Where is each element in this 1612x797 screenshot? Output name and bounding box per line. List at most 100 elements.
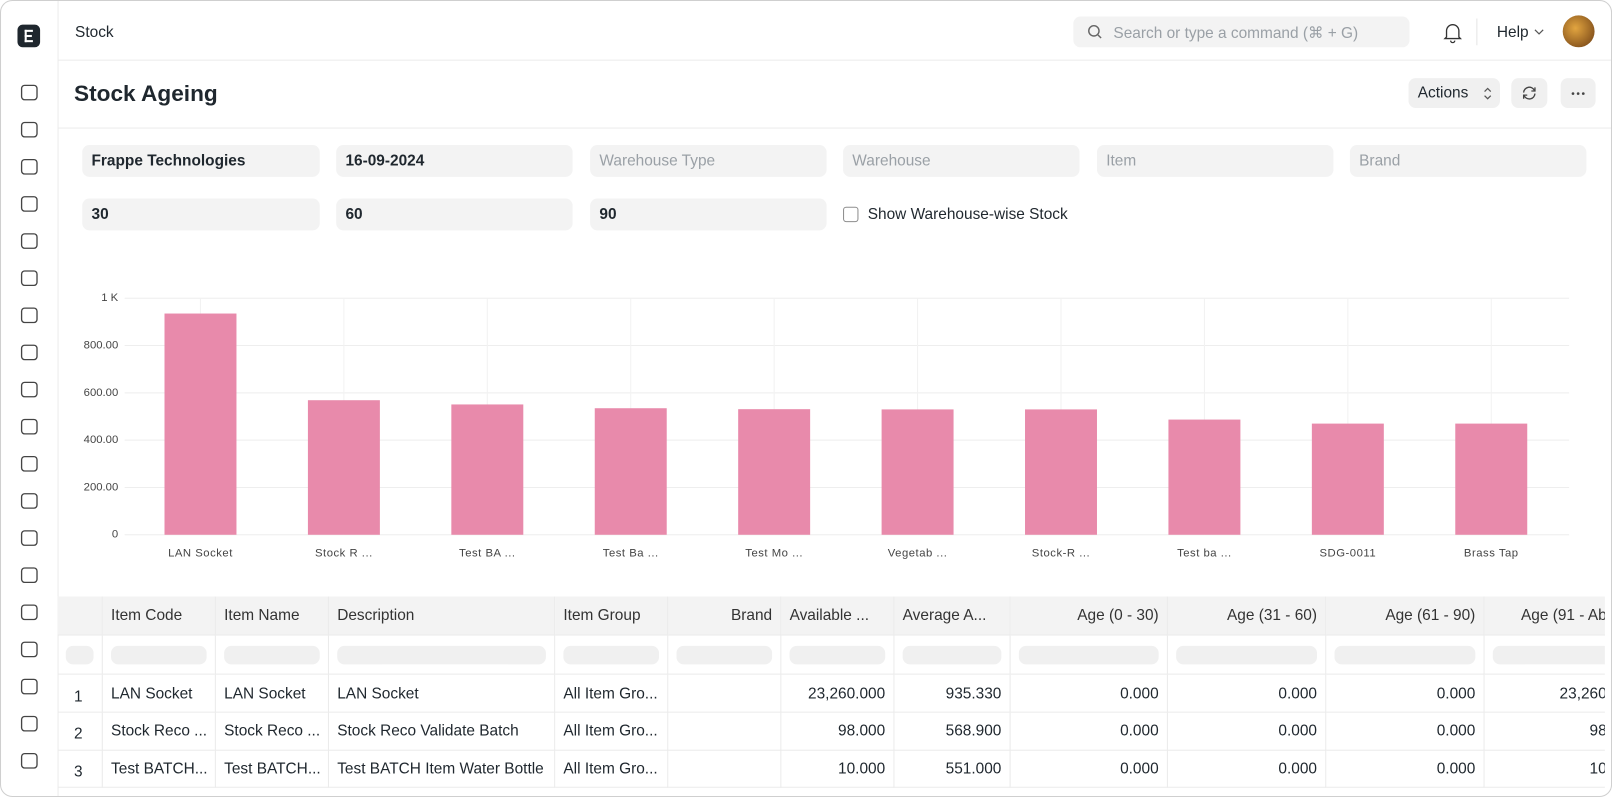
sidebar-icon[interactable]: [22, 754, 37, 768]
warehouse-wise-label[interactable]: Show Warehouse-wise Stock: [868, 206, 1068, 223]
column-header[interactable]: Age (91 - Above): [1485, 596, 1605, 635]
column-header[interactable]: Average A...: [894, 596, 1010, 635]
column-header[interactable]: Brand: [668, 596, 781, 635]
sidebar-icon[interactable]: [22, 642, 37, 656]
column-header[interactable]: Item Code: [103, 596, 216, 635]
column-filter-input[interactable]: [563, 645, 659, 664]
column-filter-input[interactable]: [1019, 645, 1159, 664]
search-bar[interactable]: Search or type a command (⌘ + G): [1073, 16, 1409, 47]
report-table: Item CodeItem NameDescriptionItem GroupB…: [58, 596, 1605, 797]
range1-filter[interactable]: 30: [82, 198, 319, 230]
table-cell: Test BATCH...: [103, 750, 216, 788]
column-header[interactable]: Age (61 - 90): [1326, 596, 1484, 635]
table-cell: All Item Gro...: [555, 750, 668, 788]
user-avatar[interactable]: [1563, 15, 1595, 47]
filter-cell: [1485, 636, 1605, 675]
company-filter[interactable]: Frappe Technologies: [82, 145, 319, 177]
bar[interactable]: [164, 314, 236, 535]
range3-filter[interactable]: 90: [590, 198, 826, 230]
column-filter-input[interactable]: [676, 645, 772, 664]
more-button[interactable]: [1561, 78, 1596, 108]
x-tick-label: Test BA ...: [459, 547, 516, 559]
sidebar-icon[interactable]: [22, 679, 37, 693]
filter-cell: [1168, 636, 1326, 675]
help-menu[interactable]: Help: [1497, 24, 1529, 41]
warehouse-wise-checkbox[interactable]: [843, 207, 858, 222]
y-tick-label: 600.00: [84, 387, 119, 399]
date-filter[interactable]: 16-09-2024: [336, 145, 572, 177]
warehouse-filter[interactable]: Warehouse: [843, 145, 1079, 177]
warehouse-type-filter[interactable]: Warehouse Type: [590, 145, 826, 177]
chart: 0200.00400.00600.00800.001 KLAN SocketSt…: [1, 279, 1605, 577]
actions-caret: [1484, 86, 1492, 100]
table-cell: 3: [58, 750, 103, 788]
x-tick-label: Stock-R ...: [1032, 547, 1090, 559]
table-cell: [668, 750, 781, 788]
table-cell: LAN Socket: [329, 675, 555, 713]
filter-cell: [781, 636, 894, 675]
bar[interactable]: [1455, 424, 1527, 535]
divider: [1476, 19, 1477, 46]
breadcrumb[interactable]: Stock: [75, 24, 114, 41]
page-head: Stock Ageing Actions: [58, 60, 1611, 129]
notification-bell[interactable]: [1443, 23, 1462, 44]
sidebar-icon[interactable]: [22, 605, 37, 619]
column-header[interactable]: Age (31 - 60): [1168, 596, 1326, 635]
column-filter-input[interactable]: [1493, 645, 1605, 664]
app-logo[interactable]: [17, 25, 40, 48]
table-cell: All Item Gro...: [555, 675, 668, 713]
sidebar-icon[interactable]: [22, 197, 37, 211]
range2-filter[interactable]: 60: [336, 198, 572, 230]
column-filter-input[interactable]: [224, 645, 320, 664]
column-filter-input[interactable]: [111, 645, 207, 664]
table-cell: LAN Socket: [216, 675, 329, 713]
bar[interactable]: [1312, 424, 1384, 535]
table-cell: 0.000: [1326, 750, 1484, 788]
refresh-button[interactable]: [1511, 78, 1547, 108]
column-header[interactable]: Available ...: [781, 596, 894, 635]
page-title: Stock Ageing: [74, 80, 218, 107]
bar[interactable]: [1168, 420, 1240, 535]
filter-cell: [216, 636, 329, 675]
column-header[interactable]: Item Name: [216, 596, 329, 635]
filter-cell: [1011, 636, 1168, 675]
bar[interactable]: [308, 400, 380, 535]
item-filter[interactable]: Item: [1097, 145, 1333, 177]
table-cell: 0.000: [1326, 712, 1484, 750]
column-filter-input[interactable]: [790, 645, 886, 664]
table-cell: 0.000: [1168, 750, 1326, 788]
column-header[interactable]: Item Group: [555, 596, 668, 635]
help-caret: [1534, 28, 1544, 36]
bar[interactable]: [738, 409, 810, 535]
sidebar-icon[interactable]: [22, 716, 37, 730]
sidebar-icon[interactable]: [22, 160, 37, 174]
sidebar-icon[interactable]: [22, 234, 37, 248]
bar[interactable]: [1025, 409, 1097, 534]
table-cell: 98.000: [1485, 712, 1605, 750]
bar[interactable]: [595, 408, 667, 535]
actions-button[interactable]: Actions: [1408, 78, 1500, 108]
filter-cell: [103, 636, 216, 675]
search-placeholder: Search or type a command (⌘ + G): [1113, 24, 1358, 43]
table-cell: 98.000: [781, 712, 894, 750]
x-tick-label: Brass Tap: [1464, 547, 1519, 559]
bar[interactable]: [882, 409, 954, 534]
column-filter-input[interactable]: [337, 645, 546, 664]
sidebar-icon[interactable]: [22, 122, 37, 136]
filter-cell: [1326, 636, 1484, 675]
table-cell: LAN Socket: [103, 675, 216, 713]
column-header[interactable]: Description: [329, 596, 555, 635]
column-filter-input[interactable]: [903, 645, 1002, 664]
table-cell: 0.000: [1011, 712, 1168, 750]
table-cell: 0.000: [1326, 675, 1484, 713]
column-filter-input[interactable]: [1334, 645, 1475, 664]
sidebar-icon[interactable]: [22, 85, 37, 99]
brand-filter[interactable]: Brand: [1350, 145, 1586, 177]
bar[interactable]: [451, 404, 523, 534]
column-filter-input[interactable]: [1176, 645, 1317, 664]
table-cell: 935.330: [894, 675, 1010, 713]
column-header[interactable]: Age (0 - 30): [1011, 596, 1168, 635]
column-filter-input[interactable]: [66, 645, 94, 664]
table-cell: All Item Gro...: [555, 712, 668, 750]
